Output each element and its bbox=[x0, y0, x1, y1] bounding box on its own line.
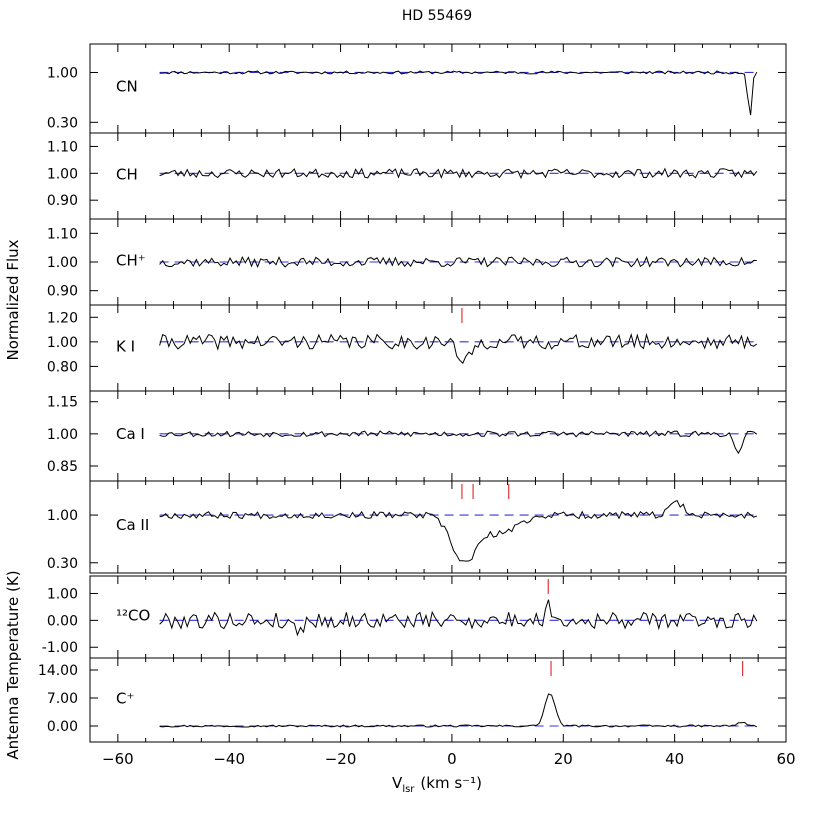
y-tick-label: 1.00 bbox=[47, 335, 78, 351]
y-tick-label: 1.20 bbox=[47, 310, 78, 326]
spectrum-line bbox=[159, 499, 757, 562]
x-tick-label: 0 bbox=[447, 750, 457, 768]
spectrum-line bbox=[159, 693, 758, 728]
spectrum-line bbox=[159, 167, 758, 180]
x-tick-label: 20 bbox=[554, 750, 573, 768]
spectrum-line bbox=[159, 599, 758, 637]
panel-frame bbox=[89, 304, 787, 392]
y-tick-label: -1.00 bbox=[42, 640, 78, 656]
panel-2: 0.90 1.00 1.10 CH⁺ bbox=[47, 218, 787, 306]
figure-title: HD 55469 bbox=[402, 8, 472, 24]
y-tick-label: 0.30 bbox=[47, 115, 78, 131]
spectrum-line bbox=[159, 70, 758, 116]
y-tick-label: 0.00 bbox=[47, 719, 78, 735]
y-tick-label: 0.80 bbox=[47, 359, 78, 375]
x-tick-label: −40 bbox=[213, 750, 245, 768]
panel-5: 0.30 1.00 Ca II bbox=[47, 480, 787, 574]
y-tick-label: 1.00 bbox=[47, 586, 78, 602]
species-label: K I bbox=[116, 337, 135, 355]
species-label: CN bbox=[116, 78, 138, 96]
x-tick-label: 40 bbox=[665, 750, 684, 768]
panel-4: 0.85 1.00 1.15 Ca I bbox=[47, 390, 787, 482]
y-tick-label: 1.00 bbox=[47, 166, 78, 182]
panel-0: 0.30 1.00 CN bbox=[47, 43, 787, 134]
spectrum-line bbox=[159, 430, 758, 455]
y-tick-label: 0.90 bbox=[47, 193, 78, 209]
panel-6: -1.00 0.00 1.00 ¹²CO bbox=[42, 575, 787, 659]
y-tick-label: 1.10 bbox=[47, 226, 78, 242]
y-tick-label: 1.00 bbox=[47, 427, 78, 443]
panel-frame bbox=[89, 657, 787, 743]
y-tick-label: 0.85 bbox=[47, 459, 78, 475]
y-tick-label: 1.15 bbox=[47, 395, 78, 411]
species-label: Ca I bbox=[116, 425, 145, 443]
y-tick-label: 1.00 bbox=[47, 65, 78, 81]
panel-3: 0.80 1.00 1.20 K I bbox=[47, 304, 787, 392]
x-axis-label: Vlsr (km s⁻¹) bbox=[392, 774, 482, 795]
species-label: C⁺ bbox=[116, 689, 134, 707]
y-tick-label: 0.90 bbox=[47, 284, 78, 300]
panel-frame bbox=[89, 132, 787, 220]
x-tick-label: −60 bbox=[102, 750, 134, 768]
species-label: Ca II bbox=[116, 516, 149, 534]
x-axis-label-symbol: V bbox=[392, 774, 403, 792]
panel-frame bbox=[89, 480, 787, 574]
spectrum-line bbox=[159, 332, 758, 364]
species-label: CH⁺ bbox=[116, 251, 146, 269]
y-axis-label-normalized-flux: Normalized Flux bbox=[4, 239, 22, 360]
x-axis-label-units: (km s⁻¹) bbox=[420, 774, 482, 792]
y-tick-label: 0.30 bbox=[47, 556, 78, 572]
x-tick-label: 60 bbox=[776, 750, 795, 768]
y-tick-label: 7.00 bbox=[47, 691, 78, 707]
y-tick-label: 14.00 bbox=[38, 663, 78, 679]
x-tick-label: −20 bbox=[325, 750, 357, 768]
y-tick-label: 1.00 bbox=[47, 255, 78, 271]
y-tick-label: 1.00 bbox=[47, 508, 78, 524]
x-axis-label-subscript: lsr bbox=[402, 784, 415, 795]
spectrum-panels: 0.301.00CN0.901.001.10CH0.901.001.10CH⁺0… bbox=[38, 43, 796, 768]
y-tick-label: 1.10 bbox=[47, 139, 78, 155]
panel-frame bbox=[89, 43, 787, 134]
species-label: CH bbox=[116, 165, 138, 183]
y-tick-label: 0.00 bbox=[47, 613, 78, 629]
panel-7: 0.00 7.00 14.00 C⁺ −60 −40 −20 0 20 40 60 bbox=[38, 657, 796, 768]
spectrum-line bbox=[159, 255, 757, 269]
y-axis-label-antenna-temperature: Antenna Temperature (K) bbox=[4, 570, 22, 759]
species-label: ¹²CO bbox=[116, 606, 150, 624]
panel-1: 0.90 1.00 1.10 CH bbox=[47, 132, 787, 220]
